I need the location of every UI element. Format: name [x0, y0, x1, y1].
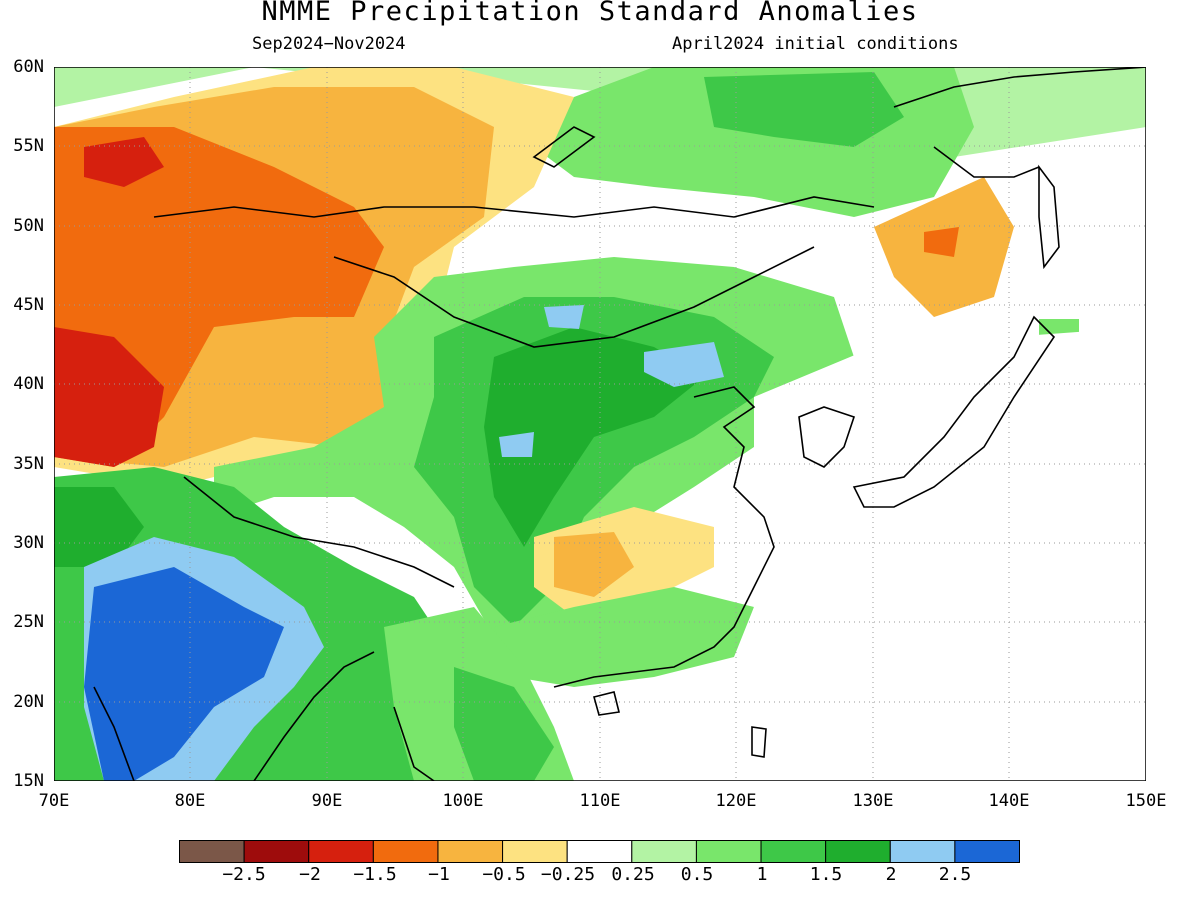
lat-label-15n: 15N [13, 771, 44, 791]
mongolia-very-wet-3 [499, 432, 534, 457]
siberia-moderate-wet [704, 72, 904, 147]
colorbar-label-minus-1-5: −1.5 [353, 864, 397, 885]
lat-label-55n: 55N [13, 136, 44, 156]
colorbar-label-minus-1: −1 [428, 864, 450, 885]
lon-label-110e: 110E [579, 791, 621, 811]
colorbar-label-minus-0-5: −0.5 [482, 864, 526, 885]
lat-label-45n: 45N [13, 295, 44, 315]
colorbar-swatch [631, 840, 697, 863]
sakhalin-coast [1038, 164, 1060, 270]
india-coast [93, 686, 135, 781]
lat-label-30n: 30N [13, 533, 44, 553]
ocean-neutral [734, 327, 1146, 781]
lat-label-25n: 25N [13, 612, 44, 632]
south-china-dry [554, 532, 634, 597]
lat-label-35n: 35N [13, 454, 44, 474]
central-asia-red-north [84, 137, 164, 187]
korea-coast [798, 406, 856, 468]
lon-label-120e: 120E [715, 791, 757, 811]
colorbar-label-1-5: 1.5 [809, 864, 843, 885]
central-asia-red [54, 327, 164, 467]
lat-label-60n: 60N [13, 57, 44, 77]
coastlines [93, 67, 1146, 781]
colorbar-swatch [243, 840, 310, 863]
taiwan-island [751, 726, 767, 758]
south-china-wet [494, 587, 754, 687]
initial-conditions: April2024 initial conditions [672, 34, 959, 54]
india-very-wet [84, 567, 284, 781]
colorbar-label-2-5: 2.5 [938, 864, 972, 885]
colorbar-label-2: 2 [885, 864, 897, 885]
lon-label-100e: 100E [442, 791, 484, 811]
anomaly-map [54, 67, 1146, 781]
colorbar-label-1: 1 [756, 864, 768, 885]
colorbar-label-minus-0-25: −0.25 [540, 864, 596, 885]
colorbar-swatch [695, 840, 762, 863]
lon-label-90e: 90E [311, 791, 343, 811]
colorbar-label-minus-2: −2 [299, 864, 321, 885]
hainan-island [593, 691, 620, 716]
colorbar-swatch [437, 840, 504, 863]
colorbar-swatch [372, 840, 439, 863]
lon-label-130e: 130E [852, 791, 894, 811]
lon-label-80e: 80E [174, 791, 206, 811]
baikal-lake [532, 126, 596, 168]
mongolia-strong-wet [484, 327, 704, 547]
colorbar-swatch [502, 840, 568, 863]
colorbar-label-0-25: 0.25 [611, 864, 655, 885]
siberia-coast [893, 67, 1146, 108]
lon-label-140e: 140E [988, 791, 1030, 811]
colorbar-label-minus-2-5: −2.5 [222, 864, 266, 885]
mongolia-border [333, 246, 815, 348]
colorbar-swatch [954, 840, 1021, 863]
colorbar-swatch [566, 840, 633, 863]
russia-border [153, 196, 875, 218]
colorbar [179, 840, 1021, 863]
india-wet [54, 487, 144, 567]
indochina-coast [393, 706, 435, 781]
lat-label-40n: 40N [13, 374, 44, 394]
colorbar-swatch [308, 840, 374, 863]
lon-label-70e: 70E [38, 791, 70, 811]
okhotsk-coast [933, 146, 1040, 178]
map-title: NMME Precipitation Standard Anomalies [261, 0, 919, 27]
colorbar-swatch [889, 840, 956, 863]
mongolia-very-wet-2 [644, 342, 724, 387]
colorbar-swatch [760, 840, 827, 863]
lon-label-150e: 150E [1125, 791, 1167, 811]
bay-of-bengal-coast [253, 651, 375, 781]
china-coast [553, 386, 775, 688]
lat-label-20n: 20N [13, 692, 44, 712]
japan-coast [852, 315, 1056, 508]
indochina-strong-wet [454, 667, 554, 781]
colorbar-label-0-5: 0.5 [680, 864, 714, 885]
colorbar-swatch [825, 840, 891, 863]
himalaya-border [183, 476, 455, 588]
manchuria-very-dry [924, 227, 959, 257]
forecast-period: Sep2024−Nov2024 [252, 34, 406, 54]
lat-label-50n: 50N [13, 216, 44, 236]
mongolia-very-wet-1 [544, 305, 584, 329]
colorbar-swatch [179, 840, 245, 863]
